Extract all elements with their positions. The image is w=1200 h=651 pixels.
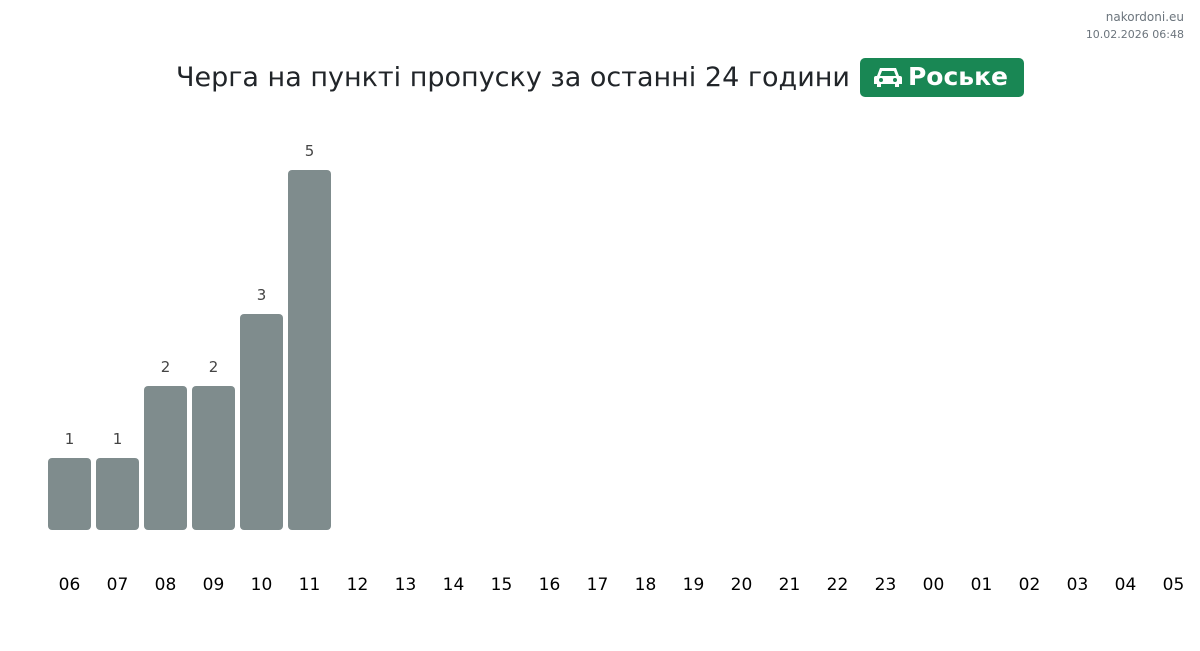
x-tick-label-11: 11 [299,575,321,595]
x-tick-label-07: 07 [107,575,129,595]
bar-07 [96,458,139,530]
x-tick-label-17: 17 [587,575,609,595]
title-text: Черга на пункті пропуску за останні 24 г… [175,62,850,93]
x-tick-label-09: 09 [203,575,225,595]
x-tick-label-02: 02 [1019,575,1041,595]
x-tick-label-03: 03 [1067,575,1089,595]
bar-11 [288,170,331,530]
data-label-10: 3 [257,286,267,304]
x-tick-label-04: 04 [1115,575,1137,595]
checkpoint-badge: Роське [859,58,1025,97]
chart-title: Черга на пункті пропуску за останні 24 г… [0,58,1200,97]
checkpoint-name: Роське [907,62,1009,91]
x-tick-label-05: 05 [1163,575,1185,595]
car-icon [873,67,902,87]
x-tick-label-15: 15 [491,575,513,595]
x-tick-label-14: 14 [443,575,465,595]
x-tick-label-19: 19 [683,575,705,595]
brand: nakordoni.eu 10.02.2026 06:48 [1086,9,1184,43]
x-tick-label-10: 10 [251,575,273,595]
bar-10 [240,314,283,530]
x-tick-label-01: 01 [971,575,993,595]
x-tick-label-21: 21 [779,575,801,595]
bar-09 [192,386,235,530]
data-label-11: 5 [305,142,315,160]
x-tick-label-12: 12 [347,575,369,595]
timestamp: 10.02.2026 06:48 [1085,28,1184,41]
data-label-08: 2 [161,358,171,376]
x-tick-label-18: 18 [635,575,657,595]
bar-06 [48,458,91,530]
x-tick-label-06: 06 [59,575,81,595]
x-tick-label-08: 08 [155,575,177,595]
data-label-06: 1 [65,430,75,448]
bar-08 [144,386,187,530]
x-tick-label-13: 13 [395,575,417,595]
x-tick-label-23: 23 [875,575,897,595]
x-tick-label-20: 20 [731,575,753,595]
data-label-07: 1 [113,430,123,448]
x-tick-label-22: 22 [827,575,849,595]
x-tick-label-16: 16 [539,575,561,595]
x-tick-label-00: 00 [923,575,945,595]
data-label-09: 2 [209,358,219,376]
site-name: nakordoni.eu [1105,10,1184,24]
